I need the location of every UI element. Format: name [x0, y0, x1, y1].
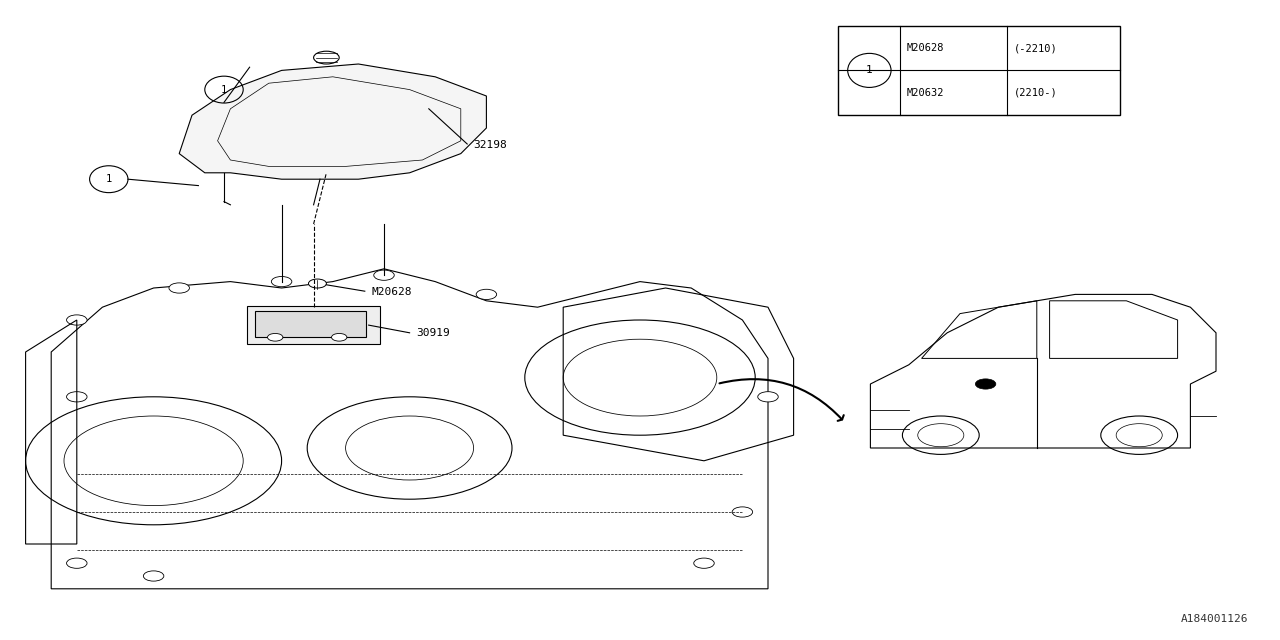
Circle shape [67, 392, 87, 402]
Circle shape [143, 571, 164, 581]
FancyBboxPatch shape [247, 306, 380, 344]
Circle shape [694, 558, 714, 568]
Text: 1: 1 [221, 84, 227, 95]
Text: (2210-): (2210-) [1014, 88, 1057, 98]
Text: 30919: 30919 [416, 328, 449, 339]
Text: M20628: M20628 [906, 43, 945, 53]
Circle shape [476, 289, 497, 300]
Circle shape [271, 276, 292, 287]
Circle shape [268, 333, 283, 341]
Circle shape [732, 507, 753, 517]
Text: (-2210): (-2210) [1014, 43, 1057, 53]
Text: 32198: 32198 [474, 140, 507, 150]
Text: A184001126: A184001126 [1180, 614, 1248, 624]
Polygon shape [179, 64, 486, 179]
Circle shape [308, 279, 326, 288]
Circle shape [67, 315, 87, 325]
Text: 1: 1 [106, 174, 111, 184]
Text: M20628: M20628 [371, 287, 412, 297]
Circle shape [67, 558, 87, 568]
Circle shape [374, 270, 394, 280]
Bar [838, 26, 1120, 115]
FancyBboxPatch shape [255, 311, 366, 337]
Text: M20632: M20632 [906, 88, 945, 98]
Circle shape [975, 379, 996, 389]
Circle shape [758, 392, 778, 402]
Text: 1: 1 [867, 65, 873, 76]
Circle shape [332, 333, 347, 341]
Circle shape [169, 283, 189, 293]
Circle shape [314, 51, 339, 64]
